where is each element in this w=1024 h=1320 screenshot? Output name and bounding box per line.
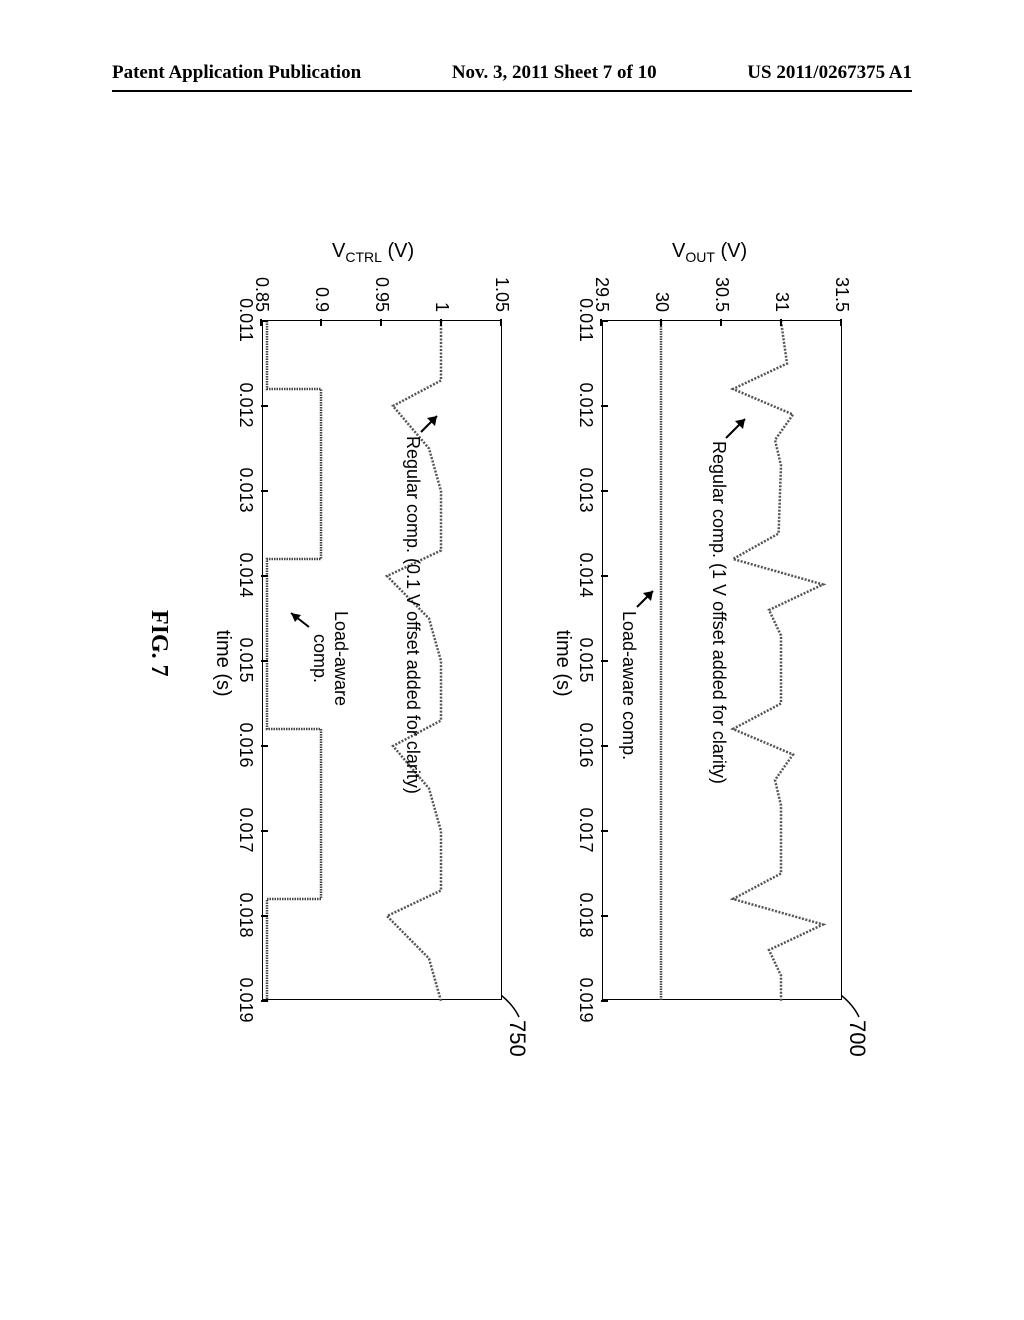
chart-vout-box: Regular comp. (1 V offset added for clar… (602, 320, 842, 1000)
ytick (841, 319, 843, 326)
xtick (601, 575, 608, 577)
arrow-icon (413, 410, 443, 440)
xtick (261, 405, 268, 407)
ytick (441, 319, 443, 326)
xtick-label: 0.019 (235, 976, 256, 1024)
annotation-regular-bottom: Regular comp. (0.1 V offset added for cl… (402, 436, 423, 794)
header-center: Nov. 3, 2011 Sheet 7 of 10 (452, 62, 657, 84)
xtick-label: 0.017 (235, 806, 256, 854)
xtick (261, 660, 268, 662)
xtick-label: 0.014 (575, 551, 596, 599)
xtick-label: 0.012 (575, 381, 596, 429)
xtick-label: 0.013 (575, 466, 596, 514)
chart-vout: 700 Regular comp. (1 V offset added for … (552, 230, 852, 1050)
refnum-700: 700 (844, 1020, 870, 1057)
annotation-loadaware-bottom-l2: comp. (310, 634, 330, 683)
xtick-label: 0.015 (575, 636, 596, 684)
chart-vctrl: 750 Regular comp. (0.1 V offset added fo… (212, 230, 512, 1050)
ytick-label: 31.5 (831, 277, 852, 312)
annotation-loadaware-bottom-l1: Load-aware (331, 611, 351, 706)
xtick (601, 915, 608, 917)
xtick (261, 745, 268, 747)
annotation-loadaware-top-label: Load-aware comp. (619, 611, 639, 760)
xtick (261, 830, 268, 832)
ytick-label: 31 (771, 292, 792, 312)
ytick-label: 0.9 (311, 287, 332, 312)
xtick-label: 0.016 (575, 721, 596, 769)
annotation-regular-top-label: Regular comp. (1 V offset added for clar… (709, 441, 729, 784)
xtick (601, 830, 608, 832)
xtick (601, 660, 608, 662)
xtick-label: 0.013 (235, 466, 256, 514)
xtick-label: 0.014 (235, 551, 256, 599)
figure-inner: 700 Regular comp. (1 V offset added for … (132, 230, 852, 1050)
xtick (261, 575, 268, 577)
refnum-750: 750 (504, 1020, 530, 1057)
arrow-icon (283, 609, 313, 639)
xlabel-vctrl: time (s) (211, 630, 234, 697)
chart-vctrl-box: Regular comp. (0.1 V offset added for cl… (262, 320, 502, 1000)
header-left: Patent Application Publication (112, 62, 361, 84)
xtick (601, 490, 608, 492)
xtick (261, 915, 268, 917)
xtick (601, 320, 608, 322)
ytick (781, 319, 783, 326)
figure-rotated-container: 700 Regular comp. (1 V offset added for … (82, 280, 902, 1000)
xtick-label: 0.016 (235, 721, 256, 769)
annotation-loadaware-bottom: Load-aware comp. (309, 611, 351, 706)
ytick (501, 319, 503, 326)
ytick-label: 0.95 (371, 277, 392, 312)
xtick-label: 0.012 (235, 381, 256, 429)
xtick (601, 745, 608, 747)
ytick-label: 1 (431, 302, 452, 312)
xlabel-vout: time (s) (551, 630, 574, 697)
xtick (261, 1000, 268, 1002)
ylabel-vctrl-text: VCTRL (V) (332, 240, 414, 262)
ylabel-vctrl: VCTRL (V) (332, 240, 414, 265)
xtick (601, 1000, 608, 1002)
ytick (321, 319, 323, 326)
xtick-label: 0.018 (575, 891, 596, 939)
chart-vctrl-svg (261, 321, 501, 1001)
arrow-icon (721, 413, 751, 443)
xtick (601, 405, 608, 407)
ytick-label: 30.5 (711, 277, 732, 312)
annotation-regular-bottom-label: Regular comp. (0.1 V offset added for cl… (403, 436, 423, 794)
annotation-regular-top: Regular comp. (1 V offset added for clar… (708, 441, 729, 784)
header-rule (112, 90, 912, 92)
xtick-label: 0.011 (235, 296, 256, 344)
ytick (721, 319, 723, 326)
annotation-loadaware-top: Load-aware comp. (618, 611, 639, 760)
ytick-label: 1.05 (491, 277, 512, 312)
xtick-label: 0.011 (575, 296, 596, 344)
ytick-label: 30 (651, 292, 672, 312)
xtick-label: 0.019 (575, 976, 596, 1024)
xtick (261, 490, 268, 492)
xtick (261, 320, 268, 322)
header-right: US 2011/0267375 A1 (747, 62, 912, 84)
ytick (661, 319, 663, 326)
xtick-label: 0.015 (235, 636, 256, 684)
xtick-label: 0.018 (235, 891, 256, 939)
ytick (381, 319, 383, 326)
xtick-label: 0.017 (575, 806, 596, 854)
ylabel-vout: VOUT (V) (672, 240, 747, 265)
page-header: Patent Application Publication Nov. 3, 2… (0, 62, 1024, 84)
figure-caption: FIG. 7 (145, 610, 172, 677)
ylabel-vout-text: VOUT (V) (672, 240, 747, 262)
arrow-icon (629, 585, 659, 615)
